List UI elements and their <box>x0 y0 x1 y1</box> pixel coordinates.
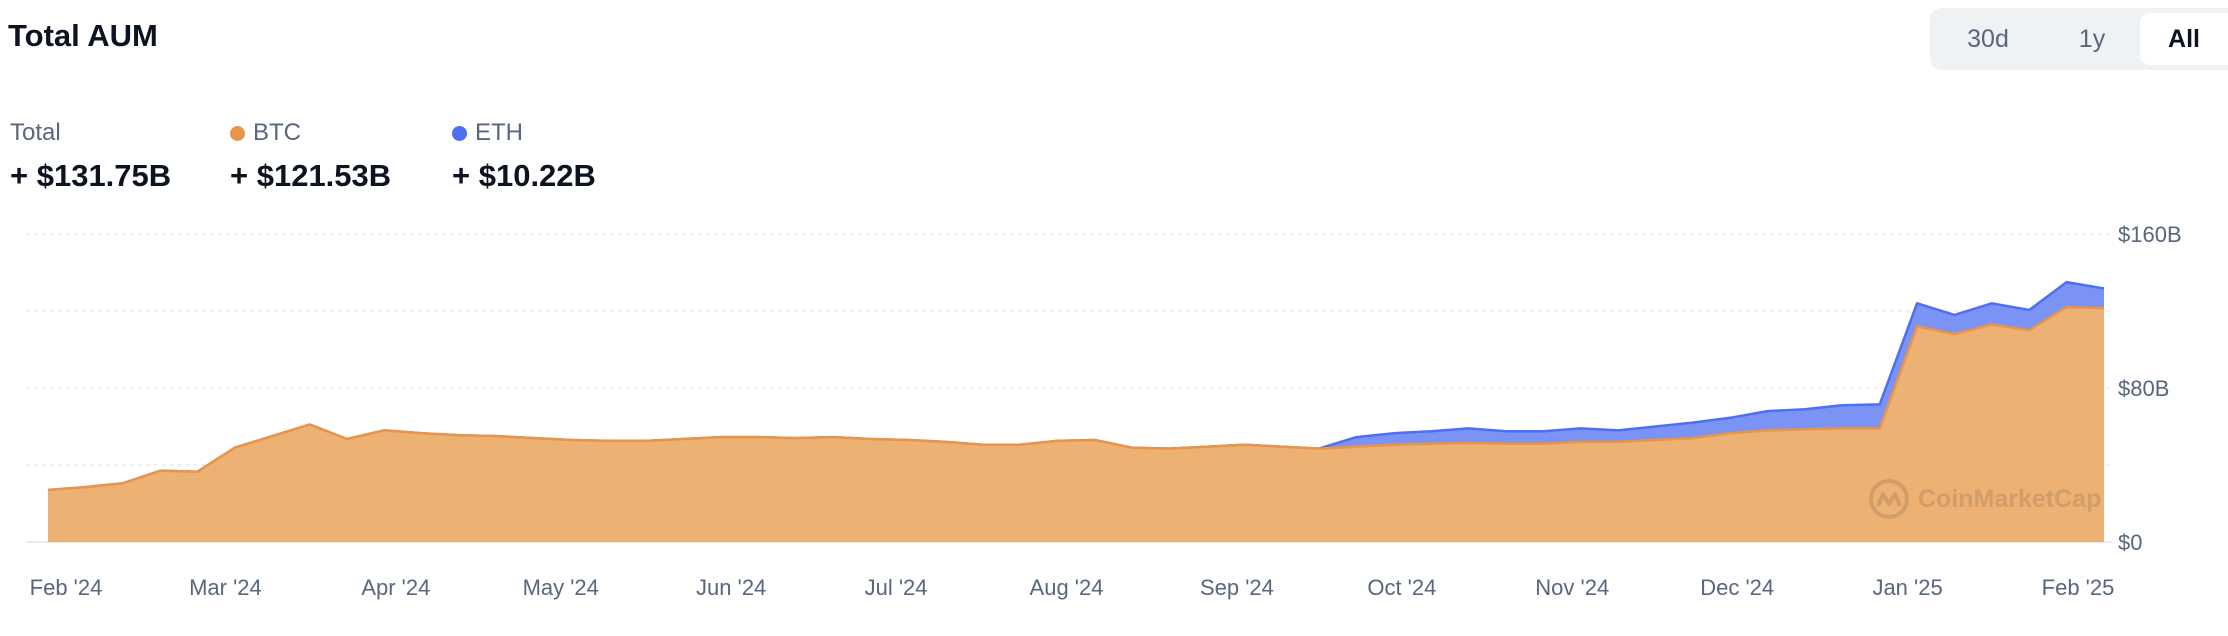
eth-dot-icon <box>452 125 467 141</box>
watermark-text: CoinMarketCap <box>1918 484 2102 513</box>
x-tick-label: Jan '25 <box>1872 575 1942 600</box>
range-30d-button[interactable]: 30d <box>1967 25 2009 53</box>
watermark: CoinMarketCap <box>1868 478 2101 520</box>
x-tick-label: Feb '25 <box>2042 575 2115 600</box>
x-tick-label: Sep '24 <box>1200 575 1274 600</box>
x-tick-label: Mar '24 <box>189 575 262 600</box>
y-tick-label: $160B <box>2118 222 2182 247</box>
x-tick-label: Apr '24 <box>361 575 430 600</box>
eth-area <box>48 282 2104 490</box>
x-tick-label: Jul '24 <box>865 575 928 600</box>
legend-total-label: Total <box>10 119 61 146</box>
y-tick-label: $0 <box>2118 530 2142 555</box>
legend-eth-label: ETH <box>475 119 523 146</box>
btc-area <box>48 307 2104 542</box>
x-tick-label: Feb '24 <box>30 575 103 600</box>
legend-btc-value: + $121.53B <box>230 158 392 193</box>
x-tick-label: May '24 <box>523 575 599 600</box>
x-tick-label: Dec '24 <box>1700 575 1774 600</box>
btc-line <box>47 305 2105 492</box>
coinmarketcap-logo-icon <box>1869 479 1909 519</box>
legend-total-value: + $131.75B <box>10 158 172 193</box>
x-tick-label: Jun '24 <box>696 575 766 600</box>
range-1y-button[interactable]: 1y <box>2078 25 2106 53</box>
page-title: Total AUM <box>8 18 158 53</box>
legend-eth-value: + $10.22B <box>452 158 596 193</box>
x-tick-label: Aug '24 <box>1030 575 1104 600</box>
x-tick-label: Nov '24 <box>1535 575 1609 600</box>
legend-btc: BTC + $121.53B <box>230 118 391 194</box>
y-tick-label: $80B <box>2118 376 2169 401</box>
x-tick-label: Oct '24 <box>1367 575 1436 600</box>
legend-btc-label: BTC <box>253 119 301 146</box>
range-all-button[interactable]: All <box>2140 13 2228 65</box>
range-selector: 30d 1y All <box>1930 8 2228 70</box>
legend-total: Total + $131.75B <box>10 118 171 194</box>
legend-eth: ETH + $10.22B <box>452 118 596 194</box>
btc-dot-icon <box>230 125 245 141</box>
